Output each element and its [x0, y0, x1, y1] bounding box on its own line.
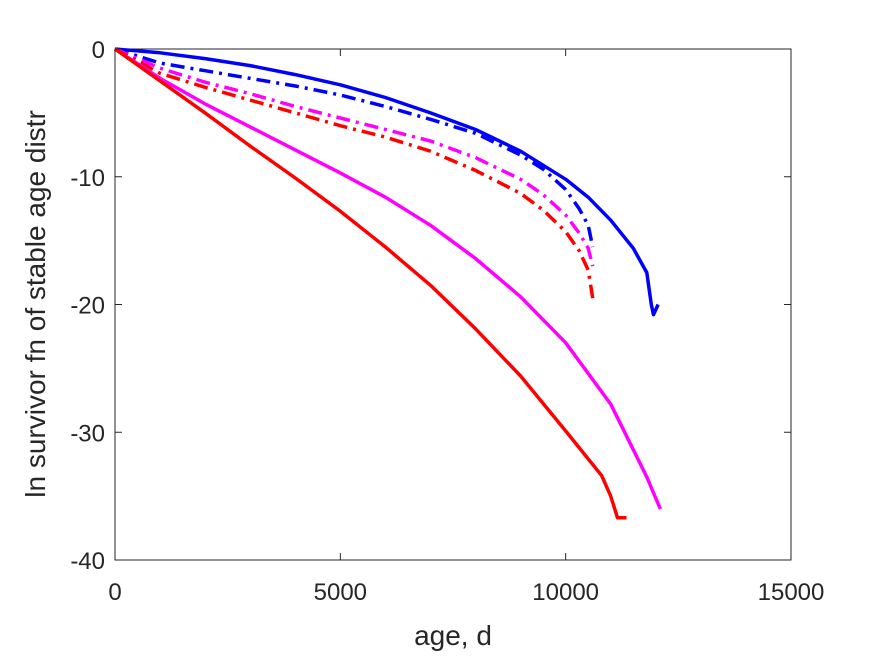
- plot-frame: [114, 48, 792, 561]
- series-line-5: [114, 47, 662, 510]
- y-axis-ticks: 0 -10 -20 -30 -40: [70, 37, 791, 575]
- x-axis-ticks: 0 5000 10000 15000: [108, 49, 824, 606]
- y-tick-label: -10: [70, 165, 105, 192]
- series-line-6: [113, 47, 627, 520]
- series-line-2: [114, 47, 595, 248]
- x-tick-label: 10000: [532, 579, 599, 606]
- y-tick-label: -30: [70, 420, 105, 447]
- plot-area: [114, 48, 792, 561]
- y-axis-label: ln survivor fn of stable age distr: [20, 110, 51, 498]
- y-tick-label: 0: [92, 37, 105, 64]
- series-line-3: [114, 47, 595, 267]
- x-tick-label: 0: [108, 579, 121, 606]
- series-line-1: [114, 47, 660, 317]
- series-layer: [113, 47, 662, 520]
- series-line-4: [114, 47, 595, 299]
- x-tick-label: 15000: [758, 579, 825, 606]
- x-tick-label: 5000: [314, 579, 367, 606]
- x-axis-label: age, d: [414, 620, 492, 651]
- y-tick-label: -20: [70, 293, 105, 320]
- y-tick-label: -40: [70, 548, 105, 575]
